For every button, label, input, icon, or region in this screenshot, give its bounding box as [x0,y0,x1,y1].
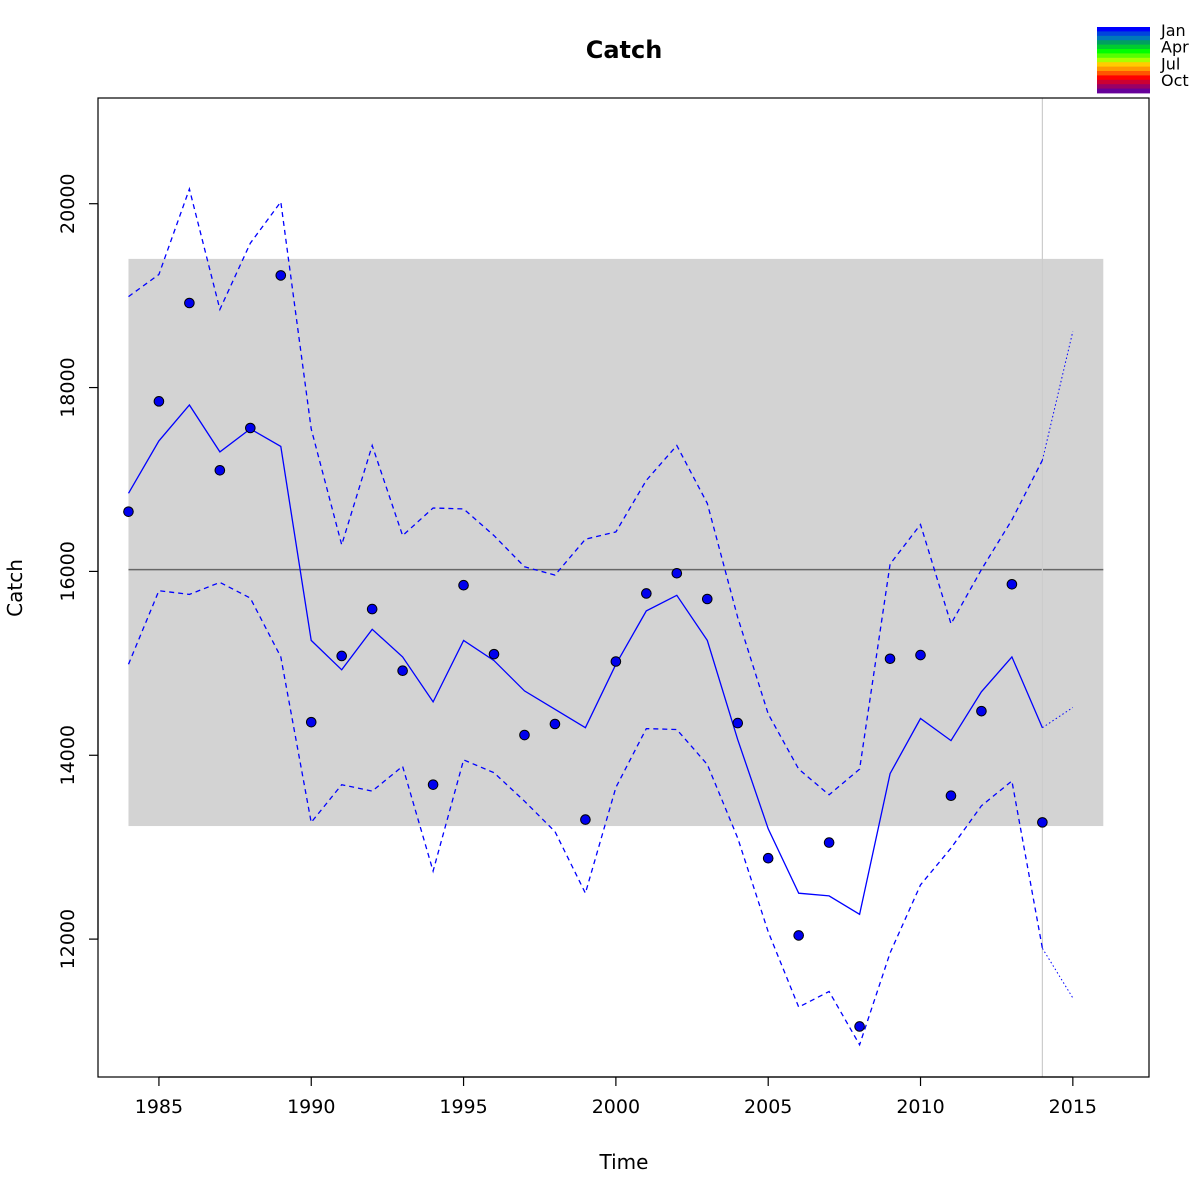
legend-label-jul: Jul [1160,54,1180,73]
data-point [976,705,987,717]
x-tick-label: 1985 [135,1096,183,1118]
data-point [762,852,774,864]
y-tick-label: 20000 [57,173,79,233]
legend-color-swatch [1097,88,1150,94]
data-point [184,297,195,309]
legend-label-jan: Jan [1160,21,1186,40]
x-tick-label: 2015 [1049,1096,1097,1118]
series-fitted [127,403,1043,916]
data-point [823,837,835,848]
legend-label-oct: Oct [1161,71,1189,90]
x-tick-label: 1995 [439,1096,487,1118]
data-point [214,464,226,476]
x-axis-title: Time [599,1150,649,1174]
data-point [641,588,652,599]
legend-color-swatch [1097,35,1150,41]
data-point [1006,578,1018,590]
x-tick-label: 2005 [744,1096,792,1118]
data-point [945,790,957,802]
legend-color-swatch [1097,57,1150,63]
legend-color-swatch [1097,40,1150,45]
legend-color-swatch [1097,71,1150,76]
data-point [854,1021,865,1032]
data-point [549,718,561,730]
data-point [884,653,896,665]
data-point [153,396,165,407]
reference-band-group [128,98,1104,1077]
y-axis-title: Catch [3,559,27,617]
data-point [701,593,713,605]
data-point [366,603,378,615]
data-point [305,716,317,728]
legend-color-swatch [1097,31,1150,37]
data-point [336,650,348,662]
data-point [610,656,622,667]
legend-color-swatch [1097,62,1150,67]
legend-color-swatch [1097,27,1150,32]
y-tick-label: 14000 [57,725,79,785]
data-point [1037,817,1048,828]
data-point [427,779,439,790]
data-point [580,814,591,825]
data-point [519,729,530,741]
legend-color-swatch [1097,44,1150,50]
legend-color-swatch [1097,66,1150,72]
legend-color-swatch [1097,53,1150,59]
data-point [732,717,744,729]
legend-color-swatch [1097,79,1150,85]
series-lines-group [127,186,1074,1047]
data-point [915,649,926,661]
data-point [123,506,134,517]
series-forecast-lower [1041,948,1074,999]
legend-color-swatch [1097,49,1150,54]
axes-group: 1985 1990 1995 2000 2005 2010 2015 12000 14000 16… [57,97,1150,1118]
y-tick-label: 12000 [57,909,79,969]
data-point [397,665,408,676]
data-point [488,648,500,660]
x-tick-label: 2010 [896,1096,944,1118]
data-point [671,567,683,579]
data-point [245,422,256,434]
x-tick-label: 1990 [287,1096,335,1118]
data-point [793,930,804,941]
data-point [275,270,287,281]
series-lower [127,581,1044,1047]
legend-label-apr: Apr [1161,38,1189,57]
x-tick-label: 2000 [592,1096,640,1118]
reference-band [128,258,1104,827]
y-tick-label: 16000 [57,541,79,601]
y-tick-label: 18000 [57,357,79,417]
data-point [458,579,469,591]
legend-color-swatch [1097,75,1150,81]
observed-points-group [123,270,1048,1032]
chart-title: Catch [586,36,663,64]
legend-color-swatch [1097,84,1150,89]
